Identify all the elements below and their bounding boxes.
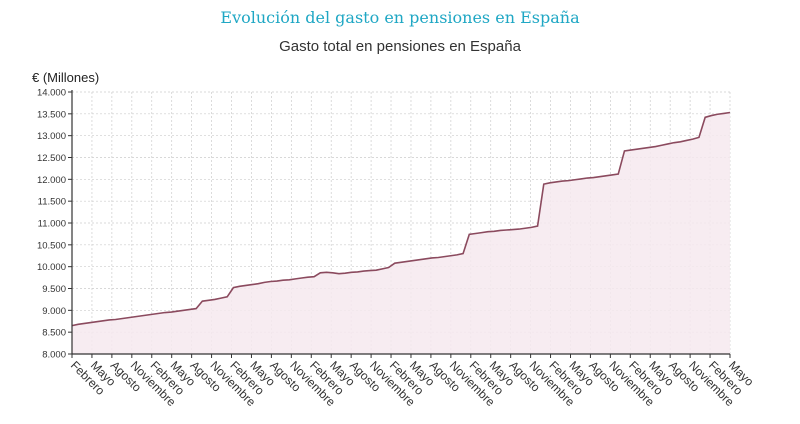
chart-title: Gasto total en pensiones en España — [279, 38, 521, 55]
y-axis-ticks: 8.000 8.500 9.000 9.500 10.000 10.500 11.000 11… — [37, 88, 72, 361]
y-tick-label: 11.500 — [38, 197, 66, 208]
y-axis-label: € (Millones) — [32, 70, 100, 85]
y-tick-label: 12.000 — [37, 175, 66, 186]
figure-suptitle: Evolución del gasto en pensiones en Espa… — [220, 8, 580, 27]
area-fill — [72, 112, 730, 355]
y-tick-label: 10.000 — [37, 262, 66, 273]
y-tick-label: 10.500 — [37, 240, 66, 251]
series-line — [71, 111, 731, 327]
x-axis-ticks: FebreroMayoAgostoNoviembreFebreroMayoAgo… — [68, 354, 757, 409]
y-tick-label: 11.000 — [38, 219, 66, 230]
y-tick-label: 9.000 — [42, 306, 66, 317]
y-tick-label: 13.500 — [37, 109, 66, 120]
y-tick-label: 8.500 — [42, 328, 66, 339]
y-tick-label: 14.000 — [37, 88, 66, 99]
y-tick-label: 9.500 — [42, 284, 66, 295]
y-tick-label: 12.500 — [37, 153, 66, 164]
y-tick-label: 8.000 — [42, 350, 66, 361]
y-tick-label: 13.000 — [37, 131, 66, 142]
